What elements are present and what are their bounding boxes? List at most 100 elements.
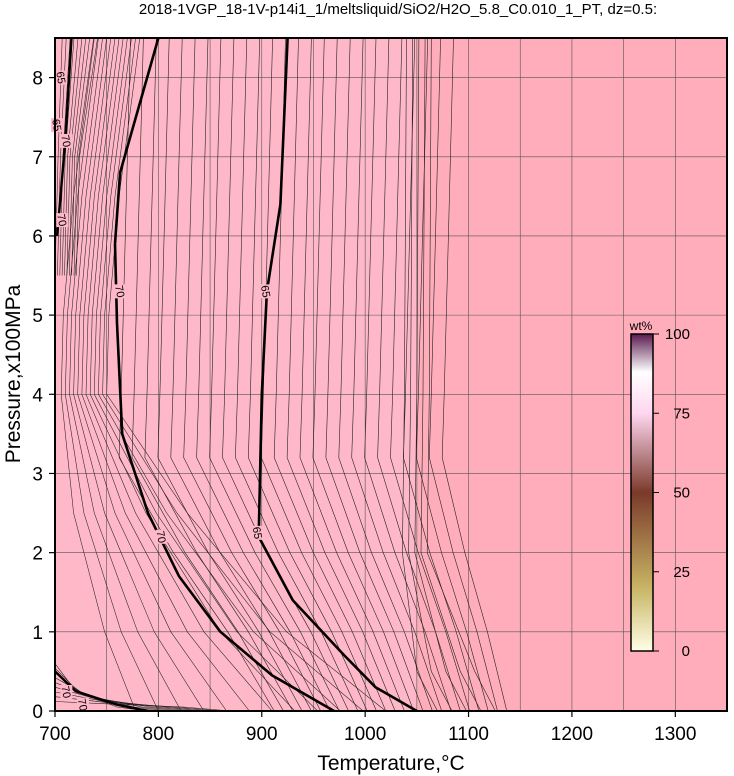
contour-line: [441, 38, 508, 711]
contour-line: [402, 38, 438, 711]
x-axis-label: Temperature,°C: [317, 752, 464, 775]
contour-line: [61, 38, 75, 276]
contour-line: [299, 38, 405, 711]
colorbar-label: wt%: [629, 319, 653, 333]
contour-label-bg: [155, 529, 168, 544]
contour-label-bg: [251, 525, 264, 540]
contour-label: 70: [58, 134, 72, 148]
contour-line: [222, 38, 349, 711]
contour-line: [170, 38, 312, 711]
contour-line: [59, 38, 71, 276]
contour-label-bg: [60, 133, 73, 148]
x-tick-label: 1300: [654, 724, 696, 745]
contour-label-bg: [55, 70, 68, 85]
contour-label: 70: [112, 284, 126, 298]
y-axis-label: Pressure,x100MPa: [2, 284, 25, 463]
contour-line: [338, 38, 433, 711]
contour-line: [98, 38, 341, 711]
colorbar-gradient: [630, 333, 654, 652]
x-axis-ticks: 700 800 900 1000 1100 1200 1300: [39, 711, 696, 745]
contour-line: [55, 691, 211, 711]
y-tick-label: 4: [32, 385, 43, 406]
colorbar-tick-label: 100: [665, 326, 690, 343]
contour-label: 65: [53, 71, 67, 85]
contour-label-bg: [114, 284, 127, 299]
low-temperature-region: [55, 38, 417, 711]
contour-line: [157, 38, 303, 711]
x-tick-label: 1000: [344, 724, 386, 745]
x-tick-label: 700: [39, 724, 71, 745]
contour-line: [351, 38, 442, 711]
grid-lines: [55, 38, 727, 711]
bold-contour-70: [113, 243, 335, 711]
contour-line: [286, 38, 396, 711]
contour-line: [428, 38, 498, 711]
contour-line: [144, 38, 294, 711]
contour-line: [426, 38, 496, 711]
contour-lines: [55, 38, 508, 711]
contour-label: 70: [75, 698, 89, 712]
contour-line: [64, 38, 79, 276]
x-tick-label: 1100: [448, 724, 489, 745]
contour-line: [209, 38, 340, 711]
x-tick-label: 900: [246, 724, 278, 745]
contour-label-bg: [259, 284, 272, 299]
y-tick-label: 0: [32, 702, 43, 723]
contour-line: [85, 38, 273, 711]
contour-line: [183, 38, 321, 711]
contour-line: [118, 38, 275, 711]
contour-line: [71, 38, 90, 276]
contour-label: 65: [49, 118, 63, 132]
bold-contour-70-upper: [113, 38, 160, 244]
y-axis-ticks: 0 1 2 3 4 5 6 7 8: [32, 69, 55, 723]
contour-label: 65: [258, 284, 272, 298]
contour-line: [69, 38, 87, 276]
contour-line: [66, 38, 83, 276]
x-tick-label: 1200: [551, 724, 593, 745]
contour-label: 70: [154, 530, 168, 544]
contour-line: [69, 38, 182, 711]
contour-label-bg: [56, 213, 69, 228]
contour-line: [364, 38, 452, 711]
contour-line: [390, 38, 470, 711]
y-tick-label: 7: [32, 148, 43, 169]
chart-title: 2018-1VGP_18-1V-p14i1_1/meltsliquid/SiO2…: [139, 1, 657, 18]
contour-label-bg: [76, 697, 89, 712]
y-tick-label: 8: [32, 69, 43, 90]
x-tick-label: 800: [143, 724, 175, 745]
contour-line: [73, 38, 94, 276]
plot-frame: [54, 37, 728, 712]
colorbar: wt% 0 25 50 75 100: [629, 319, 690, 660]
bold-contour-corner: [55, 670, 149, 711]
contour-line: [312, 38, 414, 711]
contour-line: [196, 38, 331, 711]
colorbar-tick-label: 50: [673, 485, 690, 502]
contour-line: [408, 38, 453, 711]
colorbar-tick-label: 25: [673, 564, 690, 581]
contour-label: 70: [58, 685, 72, 699]
colorbar-ticks: 0 25 50 75 100: [653, 326, 690, 660]
y-tick-label: 5: [32, 306, 43, 327]
contour-line: [420, 38, 482, 711]
contour-line: [81, 38, 250, 711]
colorbar-tick-label: 75: [673, 405, 690, 422]
contour-line: [65, 38, 159, 711]
y-tick-label: 3: [32, 464, 43, 485]
contour-line: [94, 38, 318, 711]
contour-label: 70: [54, 213, 68, 227]
colorbar-tick-label: 0: [682, 643, 690, 660]
contour-label: 65: [250, 526, 264, 540]
contour-line: [414, 38, 467, 711]
contour-line: [76, 38, 98, 276]
contour-line: [102, 38, 364, 711]
contour-line: [273, 38, 387, 711]
contour-line: [131, 38, 284, 711]
contour-line: [77, 38, 227, 711]
contour-line: [247, 38, 368, 711]
y-tick-label: 6: [32, 227, 43, 248]
contour-label-bg: [60, 684, 73, 699]
y-tick-label: 1: [32, 623, 43, 644]
